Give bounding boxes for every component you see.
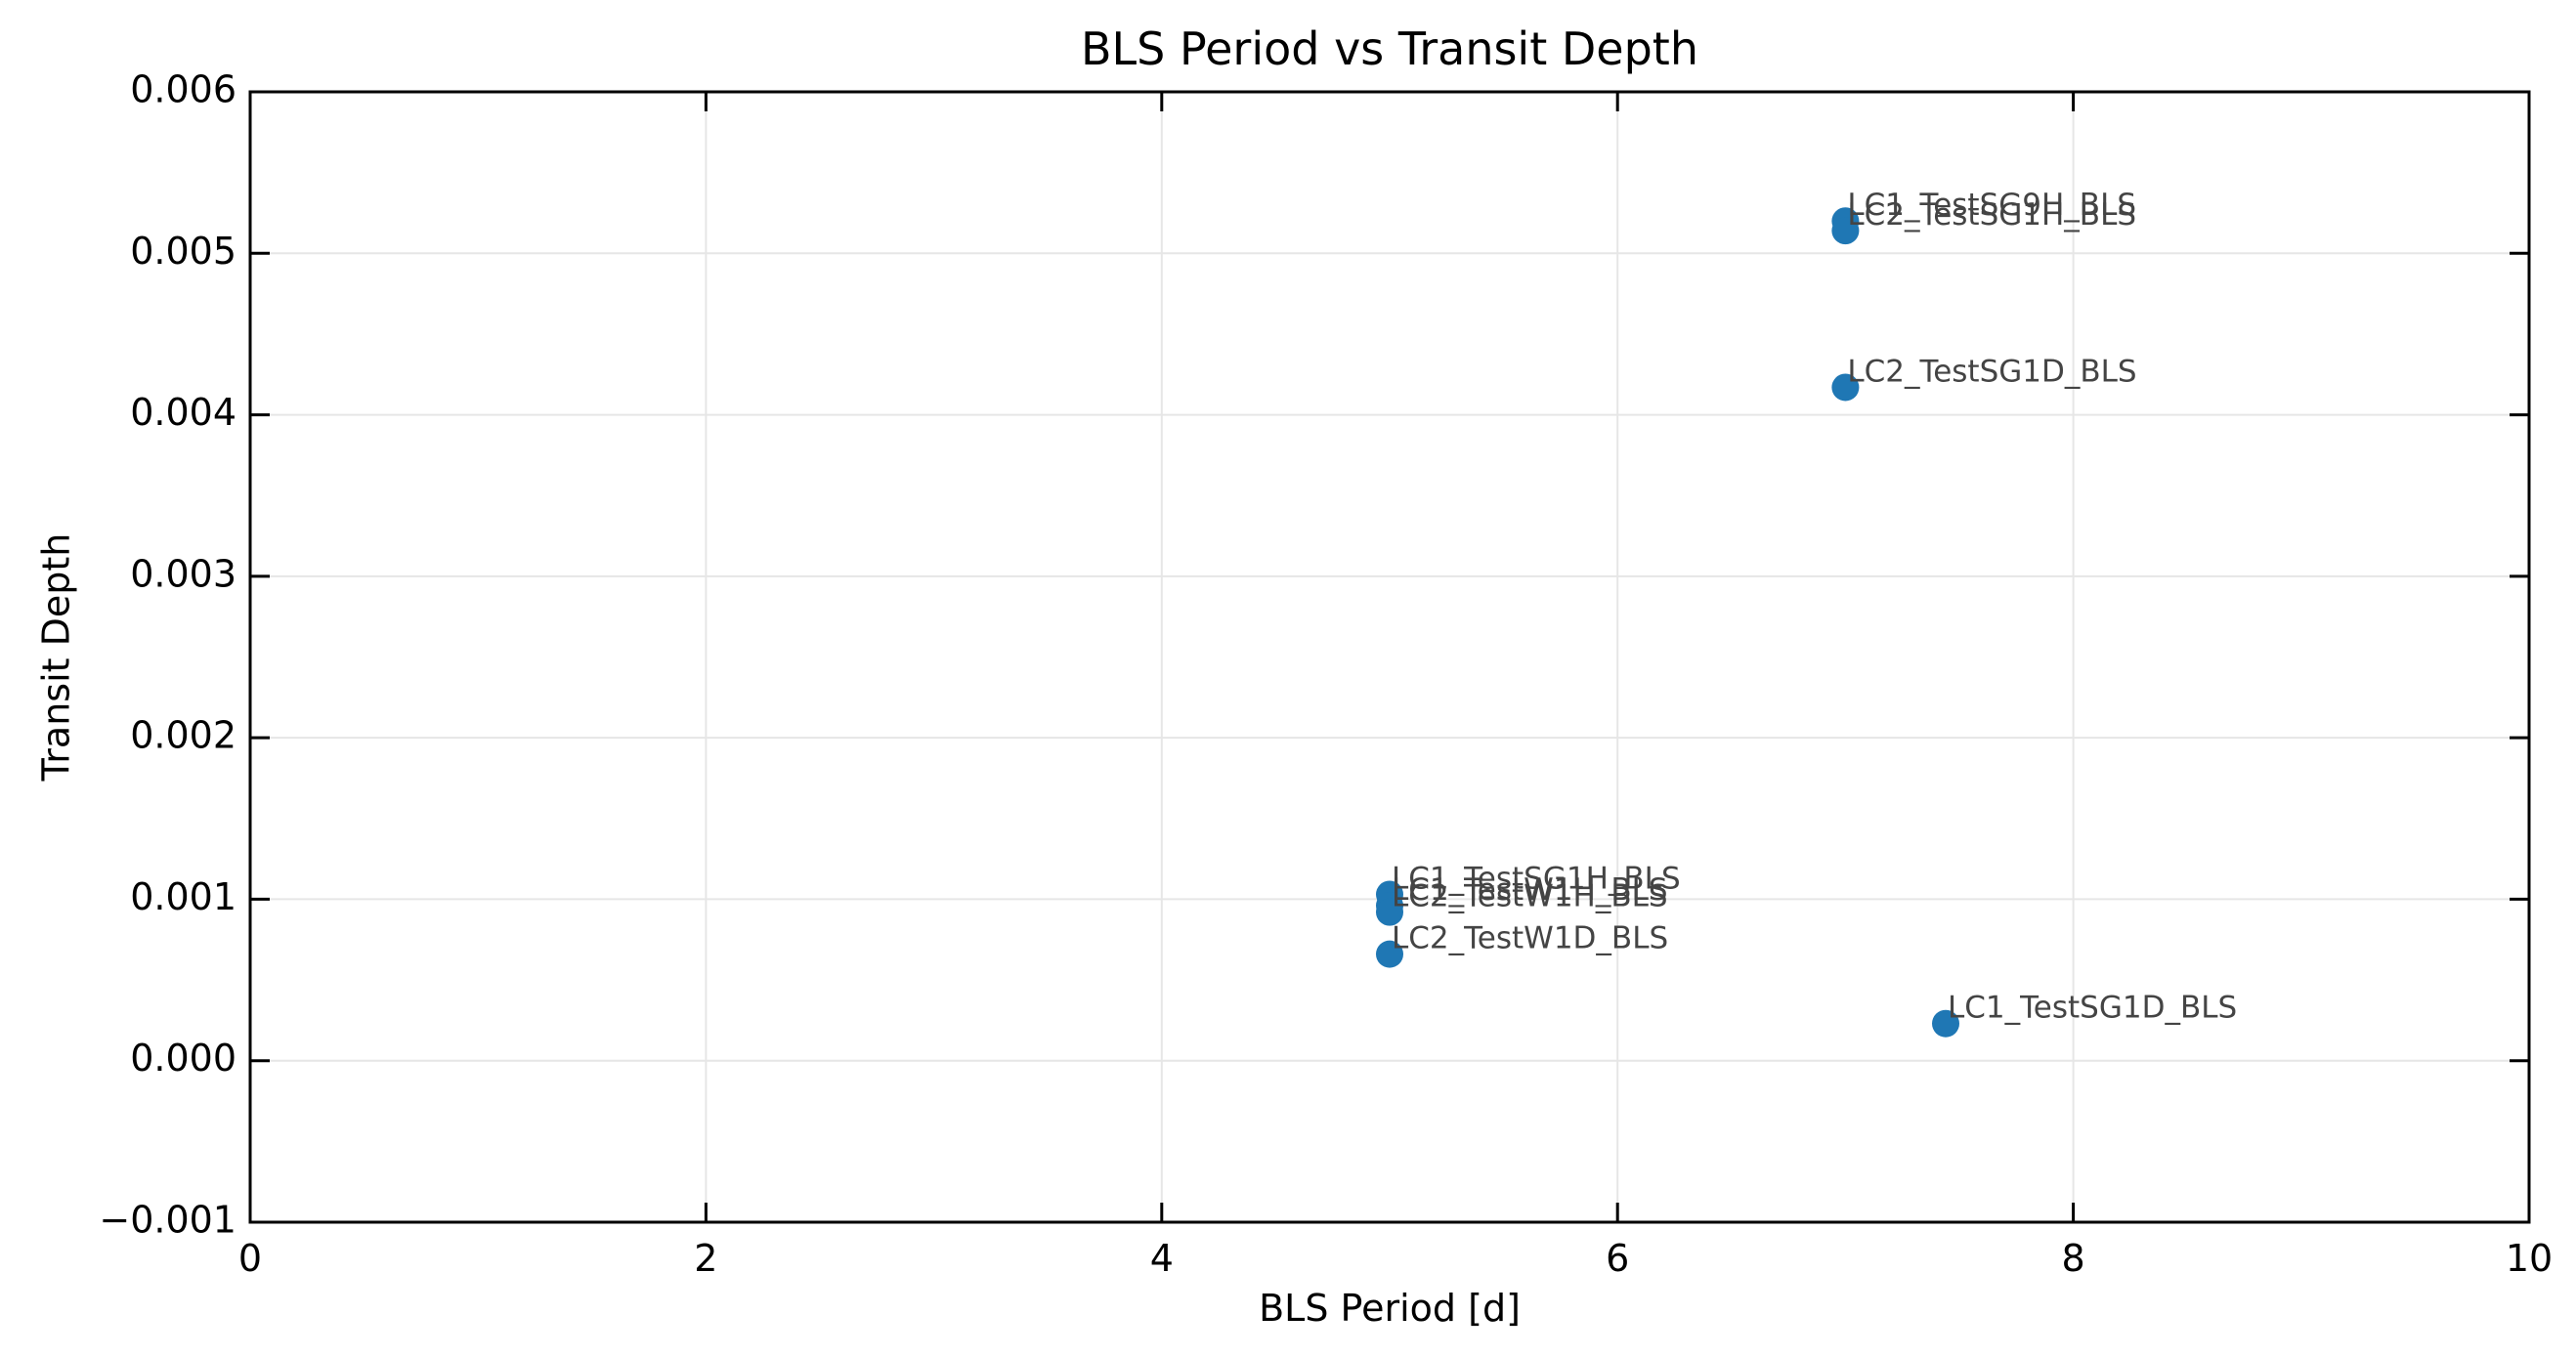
point-label: LC2_TestW1H_BLS [1392,879,1668,914]
x-tick-label: 10 [2506,1237,2553,1280]
grid-layer [249,91,2530,1223]
point-layer [1376,207,1960,1038]
y-axis-label: Transit Depth [35,533,78,783]
y-tick-label: 0.006 [130,68,236,111]
y-tick-label: 0.002 [130,714,236,757]
y-tick-label: 0.000 [130,1037,236,1080]
scatter-point [1831,373,1860,402]
point-label: LC1_TestSG1H_BLS [1392,861,1681,896]
point-label: LC1_TestW1H_BLS [1392,872,1668,908]
x-tick-label: 6 [1606,1237,1629,1280]
point-label: LC1_TestSG1D_BLS [1948,991,2237,1026]
scatter-point [1831,217,1860,245]
scatter-point [1932,1009,1960,1038]
y-tick-label: 0.003 [130,552,236,595]
point-label: LC2_TestSG1H_BLS [1847,197,2136,233]
point-label: LC1_TestSG9H_BLS [1847,188,2136,223]
chart-title: BLS Period vs Transit Depth [1081,22,1698,75]
y-tick-label: 0.001 [130,875,236,918]
scatter-point [1376,940,1403,968]
x-tick-label: 8 [2062,1237,2085,1280]
y-tick-label: 0.005 [130,230,236,273]
y-tick-label: 0.004 [130,391,236,434]
x-tick-label: 2 [694,1237,717,1280]
y-tick-label: −0.001 [99,1199,236,1242]
x-axis-label: BLS Period [d] [1259,1287,1521,1330]
tick-layer: 0 2 4 6 8 10 −0.001 0.000 0.001 0.002 0.003 0.004 0.… [99,68,2553,1281]
plot-frame [248,90,2531,1224]
x-tick-label: 0 [238,1237,262,1280]
x-tick-label: 4 [1150,1237,1174,1280]
scatter-point [1376,898,1403,926]
point-label: LC2_TestSG1D_BLS [1847,354,2136,389]
point-label: LC2_TestW1D_BLS [1392,921,1668,956]
